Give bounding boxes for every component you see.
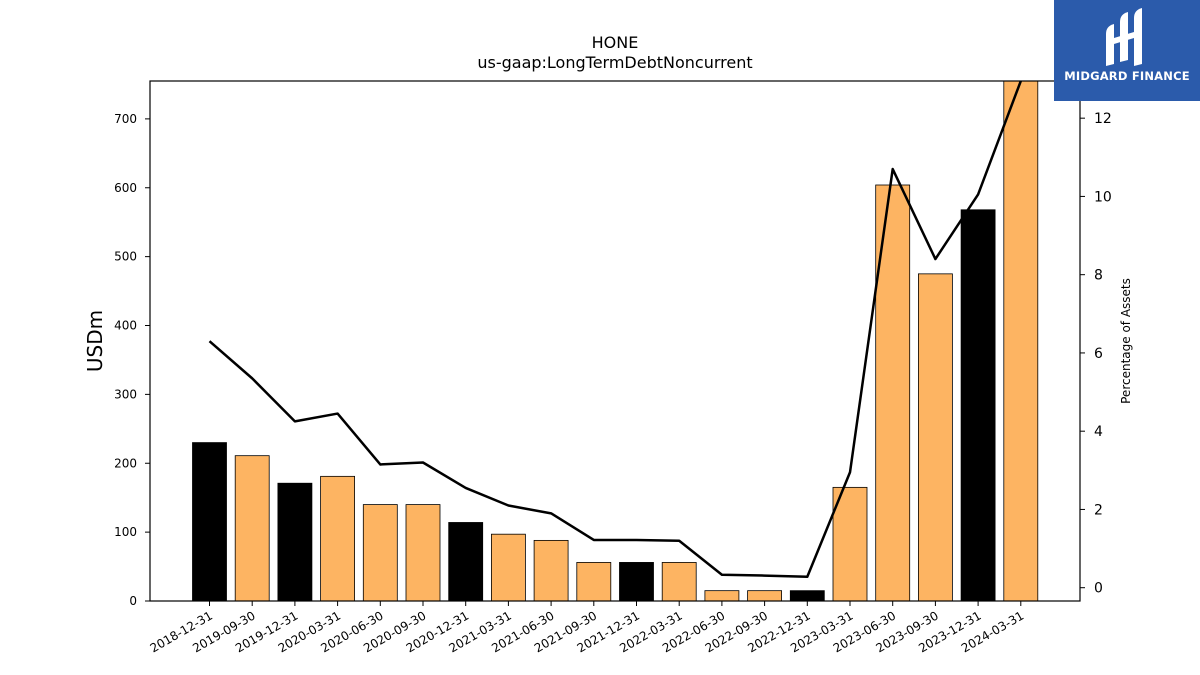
bar-2023-12-31 bbox=[960, 209, 996, 602]
bar-2021-06-30 bbox=[533, 539, 569, 602]
y-tick-label-left-400: 400 bbox=[114, 319, 137, 333]
bar-2023-09-30 bbox=[918, 273, 953, 602]
y-tick-label-left-600: 600 bbox=[114, 181, 137, 195]
y-tick-label-right-12: 12 bbox=[1094, 111, 1112, 127]
plot-frame bbox=[149, 80, 1081, 602]
logo-mark-icon bbox=[1106, 8, 1142, 66]
bar-2018-12-31 bbox=[192, 442, 227, 602]
y-tick-label-right-10: 10 bbox=[1094, 189, 1112, 205]
y-tick-label-left-200: 200 bbox=[114, 456, 137, 470]
y-tick-label-left-500: 500 bbox=[114, 250, 137, 264]
y-tick-label-left-300: 300 bbox=[114, 387, 137, 401]
bar-2022-06-30 bbox=[704, 590, 740, 602]
y-tick-label-right-4: 4 bbox=[1094, 424, 1103, 440]
percentage-line bbox=[208, 81, 1022, 578]
bar-2021-09-30 bbox=[576, 562, 612, 602]
y-tick-label-right-8: 8 bbox=[1094, 268, 1103, 284]
y-axis-label-right: Percentage of Assets bbox=[1119, 278, 1133, 404]
bar-2019-09-30 bbox=[234, 455, 270, 602]
y-tick-label-right-2: 2 bbox=[1094, 502, 1103, 518]
y-tick-label-left-700: 700 bbox=[114, 112, 137, 126]
bar-2020-12-31 bbox=[448, 522, 484, 602]
bar-2022-03-31 bbox=[661, 562, 697, 602]
bar-2020-09-30 bbox=[405, 504, 441, 602]
brand-logo: MIDGARD FINANCE bbox=[1054, 0, 1200, 101]
bar-2019-12-31 bbox=[277, 482, 313, 602]
bar-2022-12-31 bbox=[789, 590, 825, 602]
bar-2021-12-31 bbox=[619, 562, 654, 602]
y-axis-label-left: USDm bbox=[83, 310, 107, 372]
y-tick-label-right-0: 0 bbox=[1094, 581, 1103, 597]
bar-2020-06-30 bbox=[362, 504, 398, 602]
bar-2024-03-31 bbox=[1003, 80, 1039, 602]
chart-subtitle: us-gaap:LongTermDebtNoncurrent bbox=[477, 53, 752, 72]
bar-series bbox=[192, 80, 1039, 602]
y-tick-label-right-6: 6 bbox=[1094, 346, 1103, 362]
bar-2022-09-30 bbox=[747, 590, 782, 602]
brand-name: MIDGARD FINANCE bbox=[1064, 69, 1190, 83]
y-tick-label-left-0: 0 bbox=[129, 594, 137, 608]
line-series bbox=[208, 81, 1022, 578]
bar-2020-03-31 bbox=[320, 475, 356, 602]
y-tick-label-left-100: 100 bbox=[114, 525, 137, 539]
chart-title: HONE bbox=[592, 33, 639, 52]
bar-2023-03-31 bbox=[832, 486, 868, 602]
bar-2021-03-31 bbox=[490, 533, 526, 602]
